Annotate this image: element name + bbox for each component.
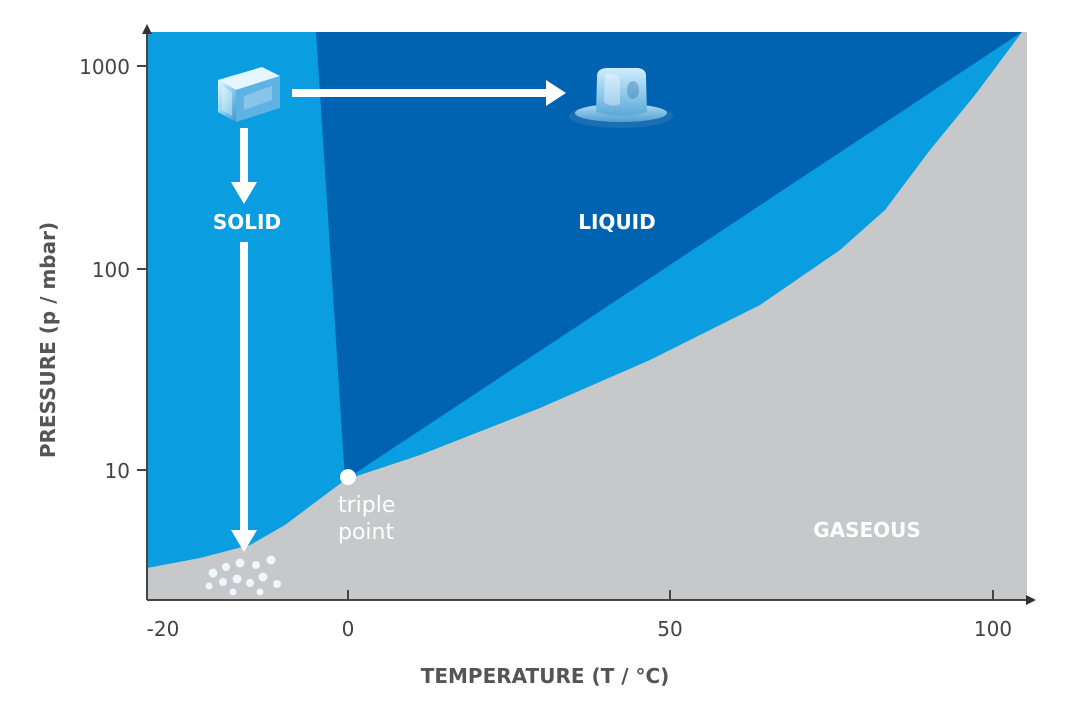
- sublimation-arrow: [231, 242, 257, 552]
- triple-point-label-line2: point: [338, 520, 394, 545]
- y-tick-label-10: 10: [105, 459, 130, 483]
- y-tick-label-1000: 1000: [79, 55, 130, 79]
- regions: [147, 32, 1027, 600]
- top-down-arrow: [231, 128, 257, 204]
- y-axis-title: PRESSURE (p / mbar): [36, 222, 60, 458]
- solid-label: SOLID: [213, 210, 281, 234]
- ice-cube-icon: [218, 67, 280, 122]
- melting-ice-icon: [569, 68, 673, 128]
- liquid-region: [316, 32, 1022, 480]
- vapor-particles-icon: [205, 555, 281, 596]
- gaseous-region: [147, 32, 1027, 600]
- gaseous-label: GASEOUS: [813, 518, 921, 542]
- liquid-label: LIQUID: [578, 210, 655, 234]
- y-tick-label-100: 100: [92, 258, 130, 282]
- melting-arrow: [292, 80, 566, 106]
- triple-point-label-line1: triple: [338, 493, 395, 518]
- x-axis-title: TEMPERATURE (T / °C): [421, 664, 670, 688]
- x-tick-label-50: 50: [657, 617, 682, 641]
- x-tick-label-0: 0: [342, 617, 355, 641]
- triple-point-marker: [340, 469, 356, 485]
- x-tick-label-minus-20: -20: [147, 617, 180, 641]
- axes: 10 100 1000 -20 0 50 100 TEMPERATURE (T …: [36, 24, 1036, 688]
- x-tick-label-100: 100: [974, 617, 1012, 641]
